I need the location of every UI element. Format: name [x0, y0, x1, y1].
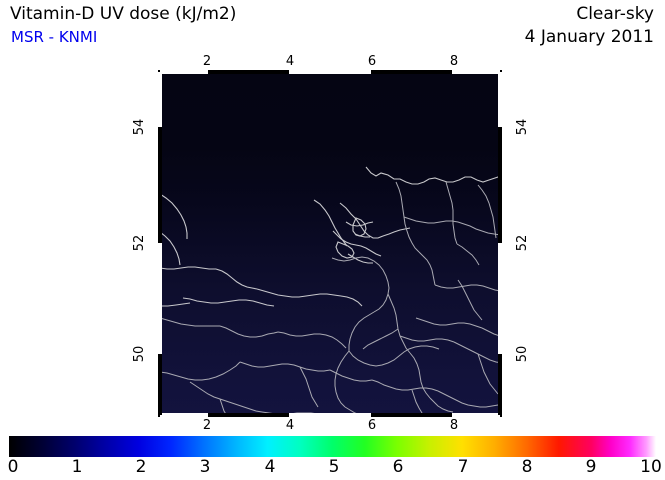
axis-segment — [498, 354, 502, 415]
uv-dose-raster — [160, 72, 500, 415]
axis-segment — [207, 70, 290, 74]
colorbar-tick-label-5: 5 — [328, 457, 340, 477]
axis-segment — [498, 72, 502, 127]
colorbar-tick-label-10: 10 — [640, 457, 662, 477]
axis-segment — [452, 70, 500, 74]
x-axis-top-tick-label-8: 8 — [449, 54, 459, 69]
axis-segment — [370, 70, 453, 74]
axis-segment — [158, 72, 162, 127]
axis-segment — [498, 243, 502, 354]
colorbar-tick-label-9: 9 — [585, 457, 597, 477]
x-axis-top-tick-label-4: 4 — [285, 54, 295, 69]
x-axis-bottom-tick-band — [160, 413, 500, 417]
colorbar-gradient — [9, 436, 656, 457]
colorbar-tick-label-3: 3 — [199, 457, 211, 477]
sky-condition-label: Clear-sky — [576, 4, 654, 24]
axis-segment — [370, 413, 453, 417]
colorbar — [9, 436, 656, 457]
axis-segment — [452, 413, 500, 417]
colorbar-tick-label-8: 8 — [521, 457, 533, 477]
y-axis-left-tick-band — [158, 72, 162, 415]
colorbar-tick-label-6: 6 — [392, 457, 404, 477]
axis-segment — [289, 413, 371, 417]
y-axis-right-tick-label-54: 54 — [514, 118, 530, 136]
date-label: 4 January 2011 — [524, 27, 654, 47]
axis-segment — [158, 354, 162, 415]
x-axis-bottom-tick-label-6: 6 — [367, 418, 377, 433]
y-axis-left-tick-label-50: 50 — [131, 345, 147, 363]
map-geography-overlay — [160, 72, 502, 417]
x-axis-bottom-tick-label-2: 2 — [202, 418, 212, 433]
y-axis-left-tick-label-52: 52 — [131, 234, 147, 252]
colorbar-tick-label-1: 1 — [71, 457, 83, 477]
colorbar-tick-label-2: 2 — [135, 457, 147, 477]
x-axis-top-tick-label-6: 6 — [367, 54, 377, 69]
axis-segment — [158, 243, 162, 354]
axis-segment — [160, 70, 208, 74]
x-axis-bottom-tick-label-8: 8 — [449, 418, 459, 433]
axis-segment — [498, 127, 502, 243]
colorbar-tick-label-0: 0 — [7, 457, 19, 477]
x-axis-top-tick-label-2: 2 — [202, 54, 212, 69]
axis-segment — [207, 413, 290, 417]
y-axis-right-tick-label-50: 50 — [514, 345, 530, 363]
y-axis-left-tick-label-54: 54 — [131, 118, 147, 136]
map-plot-area — [158, 70, 502, 417]
colorbar-tick-label-7: 7 — [457, 457, 469, 477]
y-axis-right-tick-band — [498, 72, 502, 415]
x-axis-bottom-tick-label-4: 4 — [285, 418, 295, 433]
data-source-label: MSR - KNMI — [11, 28, 98, 46]
x-axis-top-tick-band — [160, 70, 500, 74]
page-title: Vitamin-D UV dose (kJ/m2) — [10, 4, 237, 24]
axis-segment — [160, 413, 208, 417]
axis-segment — [158, 127, 162, 243]
y-axis-right-tick-label-52: 52 — [514, 234, 530, 252]
axis-segment — [289, 70, 371, 74]
colorbar-tick-label-4: 4 — [264, 457, 276, 477]
